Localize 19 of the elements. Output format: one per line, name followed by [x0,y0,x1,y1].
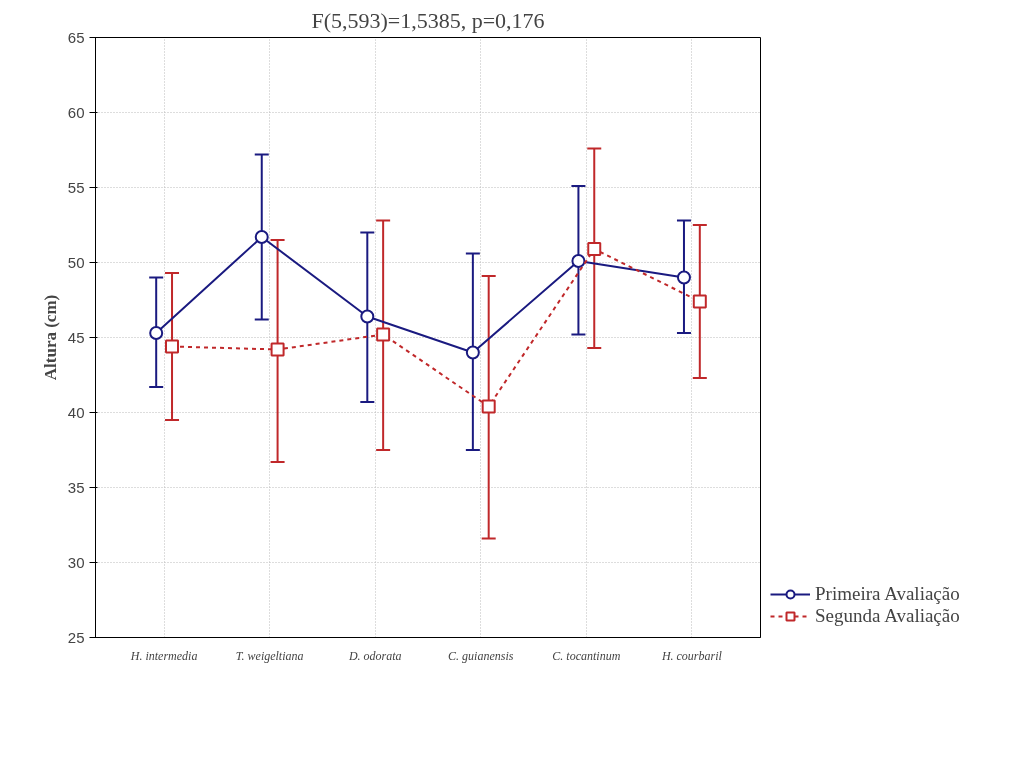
y-tick-label: 30 [67,553,85,571]
x-tick-label: H. intermedia [129,648,198,663]
legend-label: Segunda Avaliação [815,605,960,627]
x-tick-label: C. guianensis [448,648,514,663]
y-axis-title: Altura (cm) [40,294,60,381]
x-tick-label: D. odorata [347,648,402,663]
y-tick-label: 40 [67,403,85,421]
y-tick-label: 65 [67,28,85,46]
x-tick-label: H. courbaril [660,648,723,663]
x-tick-label: T. weigeltiana [235,648,304,663]
y-tick-label: 45 [67,328,85,346]
y-tick-label: 35 [67,478,85,496]
y-tick-label: 50 [67,253,85,271]
y-tick-label: 25 [67,628,85,646]
y-tick-label: 55 [67,178,85,196]
y-tick-label: 60 [67,103,85,121]
x-tick-label: C. tocantinum [552,648,621,663]
chart-title: F(5,593)=1,5385, p=0,176 [311,7,545,33]
legend-label: Primeira Avaliação [815,583,960,605]
